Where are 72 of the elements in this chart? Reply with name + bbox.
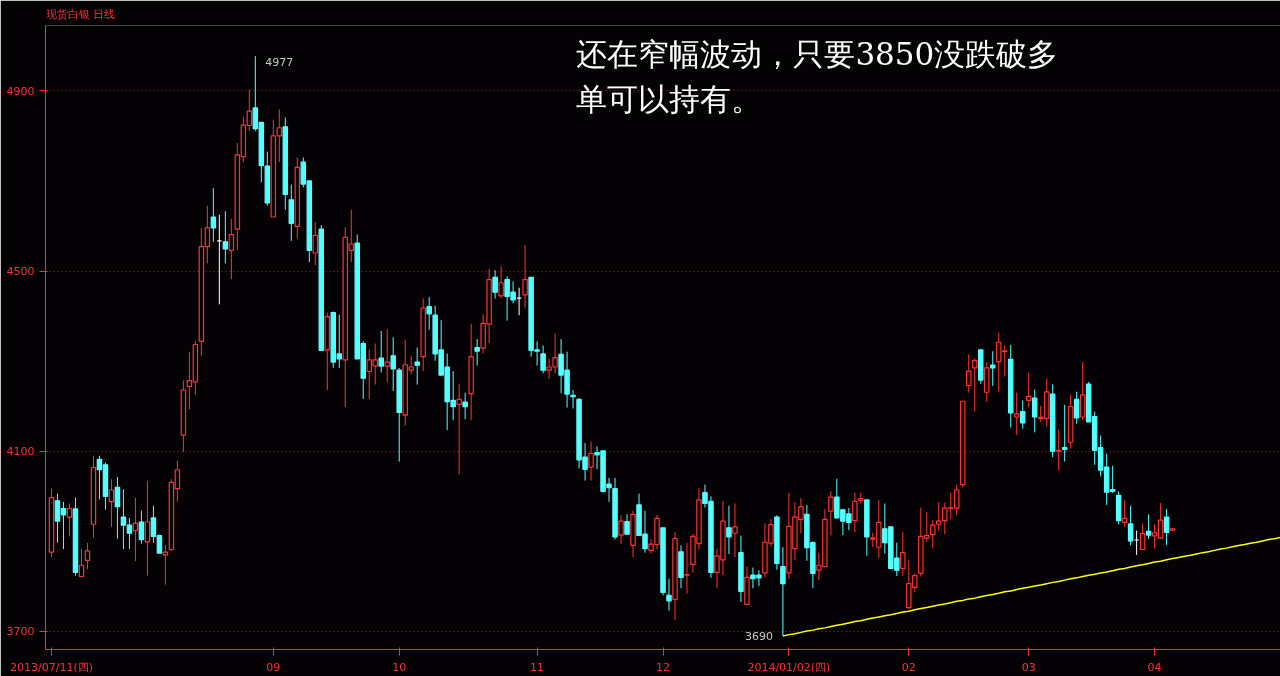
candlestick [1025, 371, 1032, 409]
y-tick-label: 3700 [6, 625, 35, 639]
candlestick [1019, 399, 1026, 430]
candlestick [828, 490, 834, 537]
candlestick [1133, 530, 1140, 556]
candlestick [930, 519, 936, 550]
candlestick [1073, 391, 1080, 425]
candlestick [971, 357, 978, 413]
y-tick-label: 4500 [6, 265, 35, 279]
candlestick [570, 389, 576, 409]
candlestick [210, 187, 217, 243]
x-tick-label: 03 [1021, 660, 1036, 674]
candlestick [1061, 404, 1068, 463]
candlestick [222, 210, 229, 264]
y-tick-label: 4100 [6, 445, 35, 459]
candlestick [1079, 361, 1086, 421]
candlestick [852, 492, 858, 533]
candlestick [144, 480, 151, 577]
line-series [782, 536, 1280, 637]
y-tick-label: 4900 [6, 84, 35, 98]
candlestick [162, 544, 169, 586]
candlestick [1013, 392, 1020, 436]
candlestick [732, 503, 738, 558]
annotation: 3690 [744, 629, 773, 643]
candlestick [288, 184, 295, 242]
candlestick [780, 546, 786, 637]
candlestick [965, 353, 972, 394]
candlestick [414, 347, 420, 386]
candlestick [1145, 513, 1152, 540]
candlestick [456, 383, 462, 475]
x-tick-label: 02 [901, 660, 916, 674]
candlestick [618, 514, 624, 545]
candlestick [522, 244, 528, 309]
annotation: 还在窄幅波动，只要3850没跌破多单可以持有。 [576, 35, 1059, 117]
candlestick [1127, 505, 1134, 546]
candlestick [474, 338, 480, 367]
candlestick [384, 328, 390, 383]
candlestick [84, 542, 91, 570]
x-tick-label: 2014/01/02(四) [747, 660, 831, 674]
candlestick [1163, 508, 1170, 546]
candlestick [426, 296, 432, 331]
candlestick [1139, 522, 1146, 551]
x-tick-label: 10 [392, 660, 407, 674]
candlestick [78, 548, 85, 578]
candlestick [588, 440, 594, 482]
candlestick [312, 221, 319, 266]
candlestick [666, 578, 672, 612]
candlestick [378, 330, 384, 373]
candlestick [228, 218, 235, 280]
chart-title: 现货白银 日线 [45, 7, 115, 21]
candlestick [498, 265, 504, 300]
x-tick-label: 2013/07/11(四) [10, 660, 93, 674]
candlestick [216, 214, 223, 305]
candlestick [726, 505, 732, 555]
annotation: 4977 [265, 56, 294, 70]
x-tick-label: 04 [1147, 660, 1162, 674]
x-tick-label: 11 [530, 660, 545, 674]
candlestick [1055, 429, 1062, 471]
candlestick [900, 531, 906, 577]
candlestick [1031, 389, 1038, 433]
candlestick [138, 510, 145, 545]
candlestick [989, 350, 996, 387]
candlestick [108, 478, 115, 528]
candlestick [390, 336, 396, 392]
candlestick [540, 344, 546, 374]
candlestick [624, 513, 630, 535]
candlestick [462, 392, 468, 420]
x-tick-label: 09 [266, 660, 281, 674]
x-tick-label: 12 [656, 660, 670, 674]
candlestick [492, 269, 498, 300]
candlestick [66, 503, 73, 537]
candlestick [684, 542, 690, 595]
